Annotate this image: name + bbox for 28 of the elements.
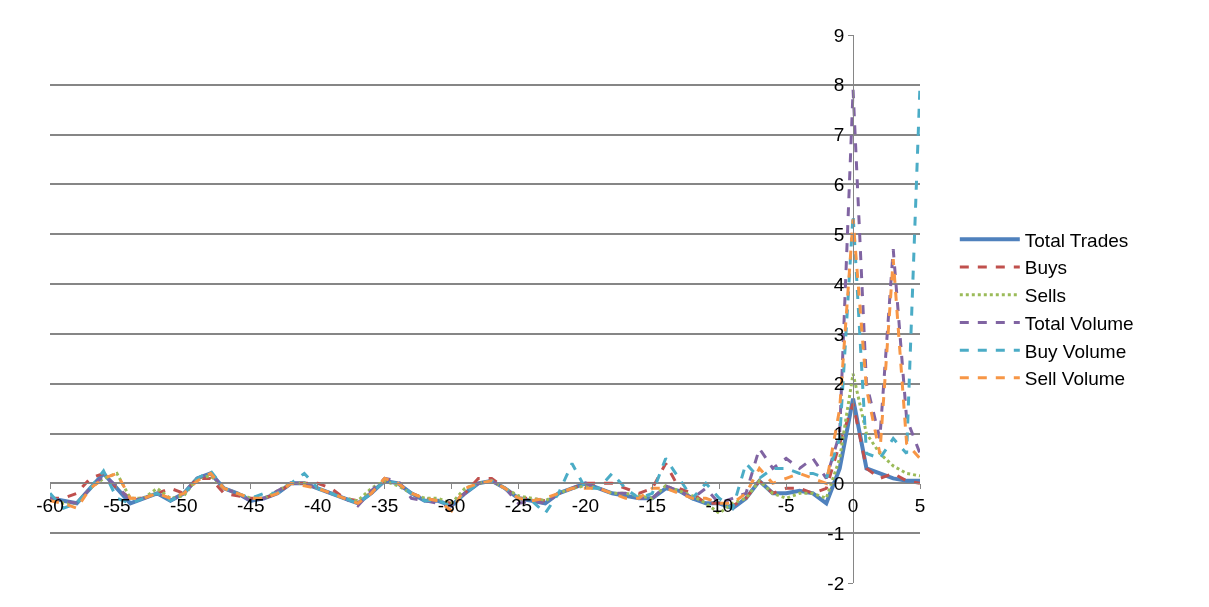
y-tick-label: 7	[833, 124, 845, 146]
y-tick-label: 4	[833, 273, 845, 295]
x-tick-label: 5	[914, 495, 926, 517]
x-tick-label: -20	[571, 495, 600, 517]
y-tick-label: 0	[833, 473, 845, 495]
x-tick-label: -15	[638, 495, 667, 517]
x-tick-label: -5	[777, 495, 795, 517]
y-tick-label: 3	[833, 323, 845, 345]
legend-label: Buy Volume	[1024, 340, 1127, 362]
x-tick-label: -60	[36, 495, 64, 517]
legend-label: Buys	[1024, 257, 1068, 279]
x-tick-label: 0	[847, 495, 859, 517]
x-tick-label: -45	[237, 495, 265, 517]
x-tick-label: -25	[504, 495, 533, 517]
x-tick-label: -40	[303, 495, 332, 517]
y-tick-label: -2	[827, 572, 845, 594]
y-tick-label: 6	[833, 174, 845, 196]
legend-label: Sells	[1024, 285, 1066, 307]
y-tick-label: 9	[833, 24, 845, 46]
x-tick-label: -35	[370, 495, 399, 517]
x-tick-label: -55	[103, 495, 131, 517]
x-tick-label: -50	[170, 495, 198, 517]
y-tick-label: 8	[833, 74, 845, 96]
legend-label: Total Volume	[1024, 312, 1134, 334]
y-tick-label: -1	[827, 522, 845, 544]
legend-label: Total Trades	[1024, 229, 1129, 251]
y-tick-label: 5	[833, 223, 845, 245]
legend-label: Sell Volume	[1024, 368, 1126, 390]
